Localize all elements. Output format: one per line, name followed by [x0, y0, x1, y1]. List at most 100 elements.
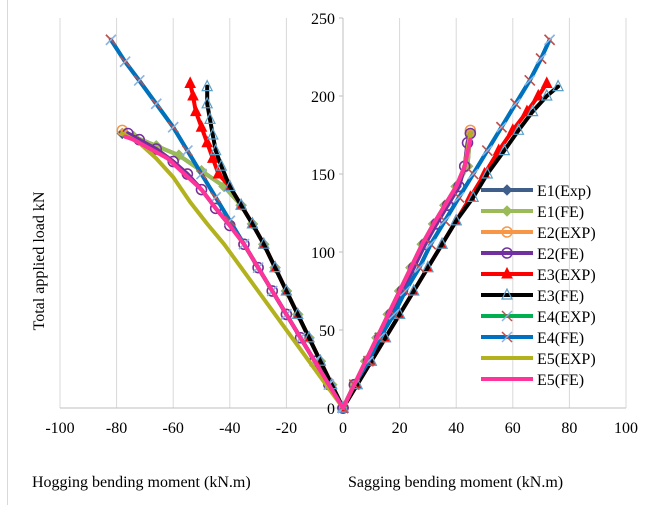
- data-point: [425, 238, 437, 250]
- y-tick-label: 0: [327, 401, 335, 418]
- series-line: [341, 137, 473, 410]
- data-point: [223, 179, 236, 192]
- x-tick-label: 40: [448, 420, 464, 437]
- y-tick-label: 200: [311, 89, 335, 106]
- legend-item: E4(EXP): [481, 309, 596, 326]
- series-line: [341, 37, 552, 410]
- data-point: [291, 307, 304, 319]
- data-point: [206, 127, 219, 140]
- x-tick-label: -60: [163, 420, 184, 437]
- data-point: [453, 191, 465, 203]
- data-point: [481, 145, 493, 157]
- series-line: [341, 84, 561, 410]
- x-tick-label: 100: [614, 420, 638, 437]
- data-point: [119, 56, 131, 68]
- series-line: [120, 131, 345, 410]
- data-point: [544, 34, 556, 46]
- data-point: [133, 74, 145, 86]
- legend-item: E5(FE): [481, 372, 584, 389]
- y-tick-label: 250: [311, 11, 335, 28]
- tick-labels: -100 -80 -60 -40 -20 0 20 40 60 80 100 0 50 100 150 200…: [45, 11, 638, 437]
- data-point: [201, 135, 213, 148]
- x-tick-label: 60: [505, 420, 521, 437]
- data-point: [526, 104, 539, 117]
- data-point: [238, 238, 250, 250]
- data-point: [207, 151, 219, 163]
- legend-label: E2(EXP): [537, 225, 596, 242]
- data-point: [280, 308, 293, 321]
- legend-item: E2(FE): [481, 246, 584, 263]
- series-layer: [105, 34, 565, 414]
- data-point: [195, 120, 208, 132]
- y-tick-label: 150: [311, 167, 335, 184]
- chart-area-border: [7, 0, 8, 505]
- axes-group: [59, 17, 627, 409]
- legend-marker: [501, 266, 513, 279]
- data-point: [201, 79, 214, 92]
- data-point: [184, 76, 196, 89]
- x-tick-label: -80: [106, 420, 127, 437]
- data-point: [524, 74, 536, 86]
- y-axis-title: Total applied load kN: [31, 191, 48, 331]
- legend-item: E3(FE): [481, 287, 584, 305]
- x-tick-label: 80: [561, 420, 577, 437]
- data-point: [257, 236, 270, 249]
- data-point: [212, 166, 225, 179]
- x-axis-title-right: Sagging bending moment (kN.m): [348, 474, 564, 491]
- data-point: [467, 168, 479, 180]
- legend-item: E1(Exp): [481, 183, 591, 200]
- legend-item: E5(EXP): [481, 351, 596, 368]
- data-point: [314, 353, 327, 366]
- legend-item: E3(EXP): [481, 266, 596, 284]
- data-point: [413, 262, 425, 274]
- legend-label: E4(EXP): [537, 309, 596, 326]
- data-point: [181, 145, 193, 157]
- data-point: [450, 213, 463, 226]
- legend-label: E1(FE): [537, 204, 584, 221]
- data-point: [187, 88, 199, 101]
- data-point: [512, 122, 525, 135]
- data-point: [535, 53, 547, 65]
- series-line: [120, 131, 345, 410]
- data-point: [481, 166, 494, 179]
- series-E5(FE): [123, 134, 473, 410]
- legend-marker: [501, 331, 513, 343]
- y-tick-label: 50: [319, 323, 335, 340]
- data-point: [246, 216, 259, 229]
- data-point: [252, 261, 264, 274]
- y-tick-label: 100: [311, 245, 335, 262]
- legend-item: E2(EXP): [481, 225, 596, 242]
- legend-marker: [501, 310, 513, 322]
- data-point: [495, 121, 508, 133]
- legend-item: E1(FE): [481, 204, 584, 221]
- x-tick-label: -100: [45, 420, 74, 437]
- data-point: [436, 236, 449, 249]
- data-point: [195, 183, 208, 196]
- data-point: [201, 96, 214, 109]
- data-point: [269, 260, 282, 273]
- data-point: [532, 88, 545, 101]
- data-point: [280, 283, 293, 296]
- legend-label: E3(EXP): [537, 267, 596, 284]
- data-point: [407, 283, 420, 296]
- legend-label: E1(Exp): [537, 183, 591, 200]
- data-point: [204, 112, 216, 125]
- legend-item: E4(FE): [481, 330, 584, 347]
- x-tick-label: -40: [219, 420, 240, 437]
- legend-marker: [501, 184, 513, 196]
- x-tick-label: 0: [339, 420, 347, 437]
- legend-marker: [501, 226, 513, 238]
- data-point: [105, 34, 117, 46]
- legend-marker: [501, 287, 513, 300]
- data-point: [498, 143, 511, 156]
- data-point: [540, 76, 553, 89]
- data-point: [467, 190, 480, 202]
- data-point: [303, 330, 316, 343]
- data-point: [552, 79, 565, 92]
- legend-label: E5(EXP): [537, 351, 596, 368]
- data-point: [209, 143, 222, 156]
- x-tick-label: 20: [392, 420, 408, 437]
- legend: E1(Exp) E1(FE) E2(EXP) E2(FE) E3(EXP) E3(FE) E…: [481, 183, 596, 389]
- data-point: [510, 98, 522, 110]
